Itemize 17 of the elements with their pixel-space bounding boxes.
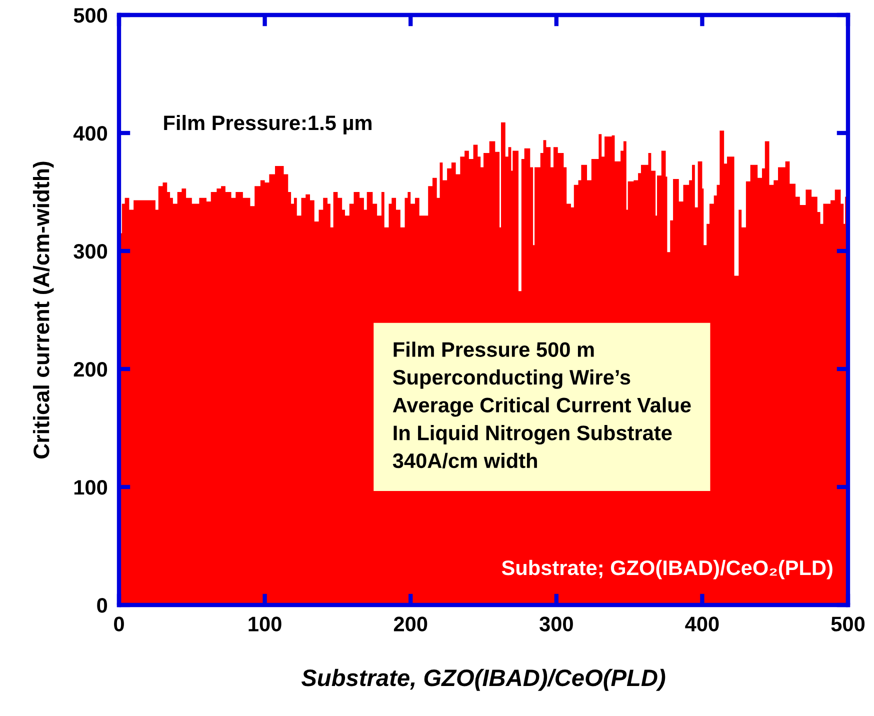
x-tick-label: 400 bbox=[685, 616, 719, 632]
x-tick-label: 0 bbox=[114, 616, 124, 632]
annotation: Film Pressure:1.5 µm bbox=[164, 114, 372, 134]
x-tick-label: 300 bbox=[540, 616, 573, 632]
annotation: Substrate; GZO(IBAD)/CeO₂(PLD) bbox=[502, 560, 832, 580]
y-tick-label: 200 bbox=[74, 362, 108, 377]
annotation: Film Pressure 500 m Superconducting Wire’s Average Critical Current Value In Liquid Nitrogen Substrate 340A/cm width bbox=[392, 342, 691, 468]
x-axis-title: Substrate, GZO(IBAD)/CeO(PLD) bbox=[301, 668, 666, 691]
y-tick-label: 400 bbox=[73, 126, 108, 141]
y-tick-label: 300 bbox=[74, 244, 108, 259]
x-tick-label: 500 bbox=[831, 616, 865, 632]
x-tick-label: 100 bbox=[248, 616, 282, 632]
y-tick-label: 500 bbox=[74, 8, 108, 23]
y-tick-label: 0 bbox=[97, 598, 108, 613]
y-tick-label: 100 bbox=[74, 480, 108, 495]
x-tick-label: 200 bbox=[394, 616, 428, 632]
y-axis-title: Critical current (A/cm-width) bbox=[32, 162, 54, 458]
